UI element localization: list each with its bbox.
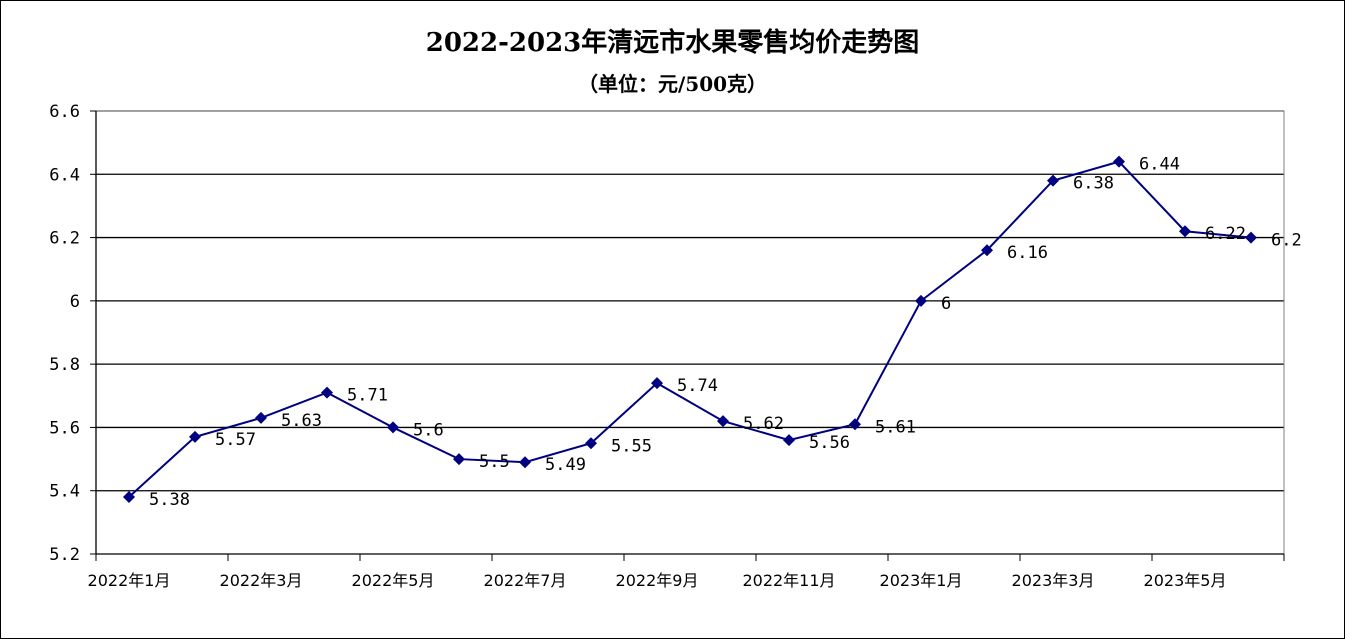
data-label: 5.38 <box>149 490 190 510</box>
y-axis-ticks: 5.2 5.4 5.6 5.8 6 6.2 6.4 6.6 <box>49 102 96 565</box>
data-label: 5.63 <box>281 411 322 431</box>
data-label: 6.16 <box>1007 243 1048 263</box>
x-tick-label: 2023年5月 <box>1144 571 1227 590</box>
data-point <box>915 294 927 307</box>
chart-subtitle: （单位：元/500克） <box>577 72 768 96</box>
data-point <box>1047 174 1059 187</box>
data-label: 5.6 <box>413 420 444 440</box>
data-point <box>387 421 399 434</box>
x-tick-label: 2022年5月 <box>352 571 435 590</box>
y-tick-label: 6.4 <box>49 165 80 185</box>
data-point <box>981 244 993 257</box>
y-tick-label: 5.8 <box>49 355 80 375</box>
data-point <box>1179 225 1191 238</box>
y-tick-label: 5.2 <box>49 545 80 565</box>
data-point <box>1113 155 1125 168</box>
data-point <box>1245 231 1257 244</box>
data-label: 6 <box>941 294 951 314</box>
series-line <box>128 160 1252 498</box>
gridlines <box>96 110 1284 492</box>
y-tick-label: 6.2 <box>49 229 80 249</box>
data-point <box>255 411 267 424</box>
data-label: 6.22 <box>1205 224 1246 244</box>
x-tick-label: 2023年1月 <box>880 571 963 590</box>
data-point <box>123 491 135 504</box>
data-label: 5.49 <box>545 455 586 475</box>
y-tick-label: 5.6 <box>49 418 80 438</box>
x-axis-ticks: 2022年1月 2022年3月 2022年5月 2022年7月 2022年9月 2022年… <box>88 554 1285 590</box>
data-point <box>585 437 597 450</box>
data-point <box>783 434 795 447</box>
data-point <box>321 386 333 399</box>
data-point <box>717 415 729 428</box>
data-point <box>453 453 465 466</box>
data-point <box>651 377 663 390</box>
data-label: 6.38 <box>1073 174 1114 194</box>
data-point <box>519 456 531 469</box>
x-tick-label: 2022年7月 <box>484 571 567 590</box>
data-point <box>189 430 201 443</box>
data-point <box>849 418 861 431</box>
x-tick-label: 2022年1月 <box>88 571 171 590</box>
y-tick-label: 5.4 <box>49 482 80 502</box>
data-labels: 5.38 5.57 5.63 5.71 5.6 5.5 5.49 5.55 5.74 5.62 5.… <box>149 155 1302 510</box>
data-label: 6.2 <box>1271 231 1302 251</box>
x-tick-label: 2023年3月 <box>1012 571 1095 590</box>
x-tick-label: 2022年11月 <box>742 571 835 590</box>
data-label: 5.5 <box>479 452 510 472</box>
data-label: 5.71 <box>347 386 388 406</box>
data-label: 5.57 <box>215 430 256 450</box>
y-tick-label: 6.6 <box>49 102 80 122</box>
data-label: 5.62 <box>743 414 784 434</box>
data-label: 5.55 <box>611 436 652 456</box>
data-label: 5.74 <box>677 376 718 396</box>
data-label: 5.56 <box>809 433 850 453</box>
axes <box>95 110 1285 555</box>
y-tick-label: 6 <box>70 292 80 312</box>
data-label: 6.44 <box>1139 155 1180 175</box>
chart-title: 2022-2023年清远市水果零售均价走势图 <box>425 28 920 58</box>
x-tick-label: 2022年9月 <box>616 571 699 590</box>
series <box>123 155 1257 504</box>
data-label: 5.61 <box>875 417 916 437</box>
x-tick-label: 2022年3月 <box>220 571 303 590</box>
